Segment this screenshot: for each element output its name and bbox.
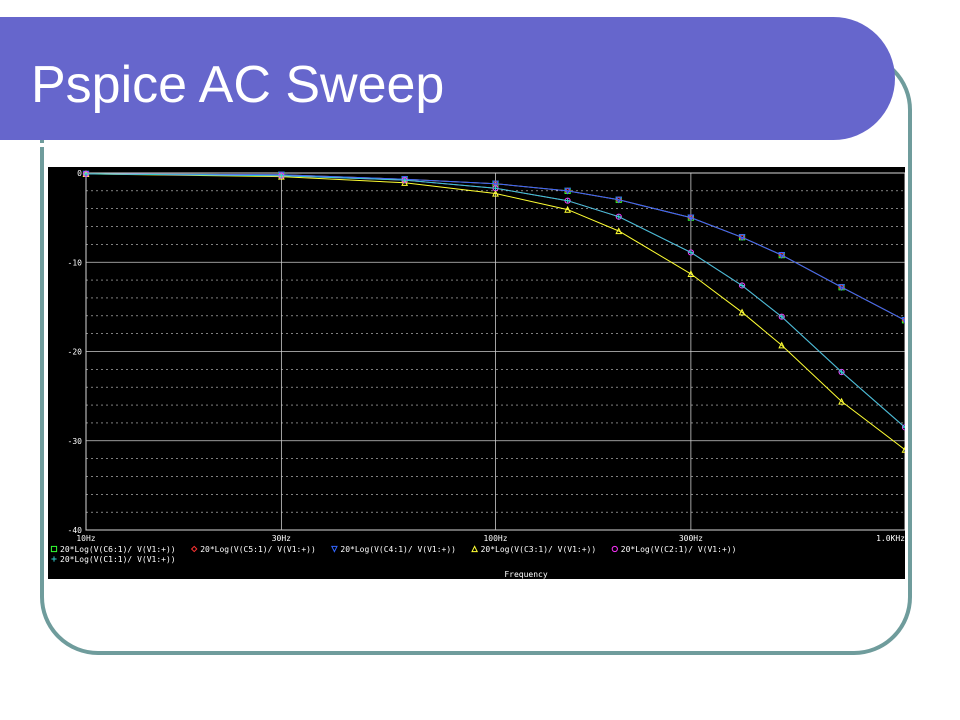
data-point (564, 187, 572, 195)
legend-marker (51, 556, 57, 562)
x-tick-label: 1.0KHz (876, 534, 905, 543)
title-banner: Pspice AC Sweep (0, 17, 895, 147)
data-point (838, 369, 845, 375)
legend-marker (50, 545, 58, 553)
data-point (687, 214, 695, 222)
data-point (278, 173, 284, 179)
data-point (838, 397, 845, 405)
data-point (739, 282, 745, 289)
data-point (615, 196, 623, 204)
legend-marker (330, 545, 338, 553)
data-point (778, 341, 786, 349)
data-point (277, 171, 285, 179)
x-tick-label: 300Hz (679, 534, 703, 543)
data-point (565, 198, 571, 204)
data-point (838, 284, 845, 291)
data-point (778, 252, 786, 259)
series-5 (82, 170, 905, 431)
data-point (401, 176, 409, 183)
data-point (616, 214, 622, 220)
pspice-plot-window: 0 -10 -20 -30 -40 10Hz 30Hz 100Hz 300Hz 1.0KHz 20… (48, 167, 905, 579)
data-point (277, 172, 285, 180)
legend-marker (471, 545, 479, 553)
y-tick-label: -10 (68, 258, 83, 267)
data-point (492, 189, 499, 197)
legend: 20*Log(V(C6:1)/ V(V1:+)) 20*Log(V(C5:1)/ … (50, 545, 737, 564)
legend-marker (190, 545, 198, 553)
legend-label: 20*Log(V(C4:1)/ V(V1:+)) (340, 545, 456, 554)
data-point (564, 205, 572, 213)
series-6 (83, 171, 905, 430)
data-point (901, 317, 905, 324)
series-layer (82, 170, 905, 453)
series-line (85, 173, 905, 321)
series-4 (82, 170, 905, 453)
data-point (902, 424, 905, 430)
data-point (687, 270, 695, 277)
y-tick-label: -40 (68, 526, 83, 535)
y-tick-label: 0 (77, 169, 82, 178)
grid-layer (85, 172, 905, 531)
x-axis-label: Frequency (504, 570, 548, 579)
y-tick-label: -30 (68, 437, 83, 446)
legend-label: 20*Log(V(C6:1)/ V(V1:+)) (60, 545, 176, 554)
data-point (492, 185, 499, 191)
data-point (615, 227, 623, 235)
data-point (901, 445, 905, 453)
data-point (402, 177, 408, 183)
y-tick-label: -20 (68, 348, 83, 357)
data-point (688, 249, 694, 256)
data-point (492, 180, 499, 188)
legend-label: 20*Log(V(C3:1)/ V(V1:+)) (481, 545, 597, 554)
slide-title: Pspice AC Sweep (31, 56, 445, 114)
legend-label: 20*Log(V(C2:1)/ V(V1:+)) (621, 545, 737, 554)
data-point (738, 308, 746, 316)
data-point (738, 234, 746, 241)
x-tick-label: 10Hz (76, 534, 95, 543)
data-point (83, 171, 89, 177)
x-tick-label: 30Hz (272, 534, 291, 543)
x-tick-label: 100Hz (483, 534, 507, 543)
series-line (85, 173, 905, 451)
data-point (779, 314, 785, 320)
legend-marker (611, 545, 618, 553)
legend-label: 20*Log(V(C1:1)/ V(V1:+)) (60, 555, 176, 564)
legend-label: 20*Log(V(C5:1)/ V(V1:+)) (200, 545, 316, 554)
title-underline (0, 143, 848, 147)
